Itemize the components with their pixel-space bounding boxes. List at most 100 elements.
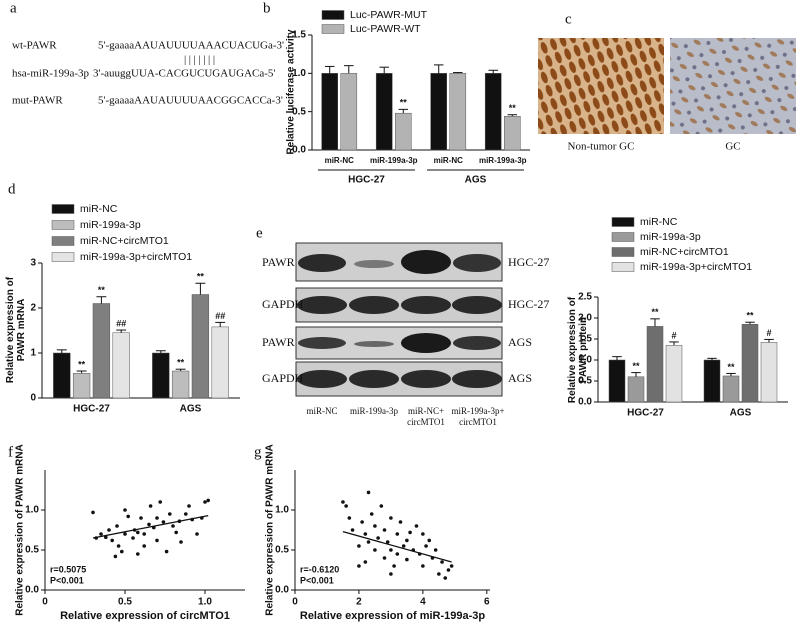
point [347, 516, 352, 520]
significance: ** [78, 359, 86, 369]
point [382, 528, 387, 532]
point [363, 532, 368, 536]
significance: ** [177, 358, 185, 368]
point [126, 514, 130, 519]
blot-lane-label: miR-199a-3p+ [451, 406, 504, 416]
panel-label: a [10, 0, 17, 16]
point [184, 512, 188, 516]
point [401, 544, 406, 548]
blot-cell: AGS [508, 371, 532, 385]
significance: ** [197, 272, 205, 282]
point [408, 530, 412, 535]
sequence-name: hsa-miR-199a-3p [12, 68, 89, 80]
bar [211, 326, 229, 399]
point [395, 532, 400, 536]
point [155, 516, 159, 520]
western-blot [295, 242, 503, 397]
point [366, 490, 371, 495]
point [123, 532, 127, 536]
significance: ** [98, 285, 106, 295]
bar [72, 373, 91, 399]
y-tick-label: 2 [30, 303, 36, 314]
significance: ## [116, 318, 126, 328]
bar [484, 73, 502, 151]
point [142, 544, 146, 548]
bar [92, 303, 111, 399]
y-tick-label: 1.0 [25, 505, 39, 516]
point [414, 524, 419, 528]
panel-label: d [8, 181, 16, 197]
bar [722, 375, 740, 403]
point [360, 520, 364, 524]
x-tick-label: miR-NC [325, 156, 355, 165]
point [376, 536, 380, 540]
significance: ** [509, 103, 517, 113]
x-tick-label: miR-NC [434, 156, 464, 165]
y-axis-label: Relative expression of PAWR mRNA [265, 444, 276, 616]
point [382, 556, 387, 560]
point [446, 568, 451, 572]
bar [395, 112, 412, 151]
significance: # [671, 330, 676, 340]
bar [53, 352, 71, 399]
y-axis-label: Relative expression of PAWR mRNA [15, 444, 26, 616]
x-tick-label: 1.0 [198, 597, 212, 608]
y-tick-label: 3 [30, 258, 36, 269]
point [421, 564, 425, 568]
point [158, 500, 162, 504]
y-tick-label: 0.5 [578, 376, 592, 387]
blot-protein: GAPDH [262, 371, 304, 385]
bar [741, 324, 759, 403]
point [433, 548, 438, 552]
image-label: GC [725, 141, 740, 153]
point [168, 512, 172, 516]
legend-label: miR-NC [80, 203, 118, 215]
legend-label: miR-199a-3p [80, 219, 141, 231]
x-axis-label: Relative expression of circMTO1 [60, 610, 230, 622]
stat-annotation: P<0.001 [300, 575, 334, 585]
y-tick-label: 0.5 [275, 545, 289, 556]
point [136, 530, 140, 535]
legend-swatch [611, 232, 635, 242]
point [363, 560, 368, 564]
y-tick-label: 1 [30, 348, 36, 359]
x-tick-label: HGC-27 [627, 408, 664, 419]
y-axis-label: Relative luciferase activity [286, 29, 297, 155]
legend-label: Luc-PAWR-WT [350, 23, 421, 35]
y-tick-label: 0.5 [25, 545, 39, 556]
y-tick-label: 0.0 [275, 585, 289, 596]
legend-label: miR-NC [640, 216, 678, 228]
panel-label: f [8, 444, 13, 460]
y-axis-label: PAWR protein [578, 317, 589, 383]
point [389, 548, 393, 552]
y-tick-label: 1.0 [275, 505, 289, 516]
stat-annotation: P<0.001 [50, 575, 84, 585]
histology-image [670, 38, 796, 134]
bar [191, 294, 210, 399]
image-label: Non-tumor GC [568, 141, 635, 153]
y-axis-label: Relative expression of [567, 296, 578, 403]
bar [430, 73, 447, 151]
group-label: AGS [465, 175, 487, 186]
point [344, 504, 348, 508]
point [142, 532, 146, 536]
point [187, 504, 191, 508]
x-tick-label: AGS [730, 408, 752, 419]
point [373, 524, 377, 528]
y-tick-label: 1.5 [578, 334, 592, 345]
stat-annotation: r=-0.6120 [300, 564, 339, 574]
point [395, 552, 400, 556]
blot-lane-label: miR-199a-3p [350, 406, 398, 416]
point [424, 544, 428, 548]
legend-swatch [51, 236, 75, 246]
x-tick-label: 0.5 [118, 597, 132, 608]
point [392, 564, 396, 568]
blot-cell: HGC-27 [508, 297, 549, 311]
legend-label: Luc-PAWR-MUT [350, 9, 428, 21]
blot-protein: GAPDH [262, 297, 304, 311]
x-tick-label: miR-199a-3p [479, 156, 527, 165]
legend-label: miR-199a-3p+circMTO1 [80, 251, 192, 263]
point [123, 508, 127, 512]
legend-label: miR-199a-3p [640, 231, 701, 243]
